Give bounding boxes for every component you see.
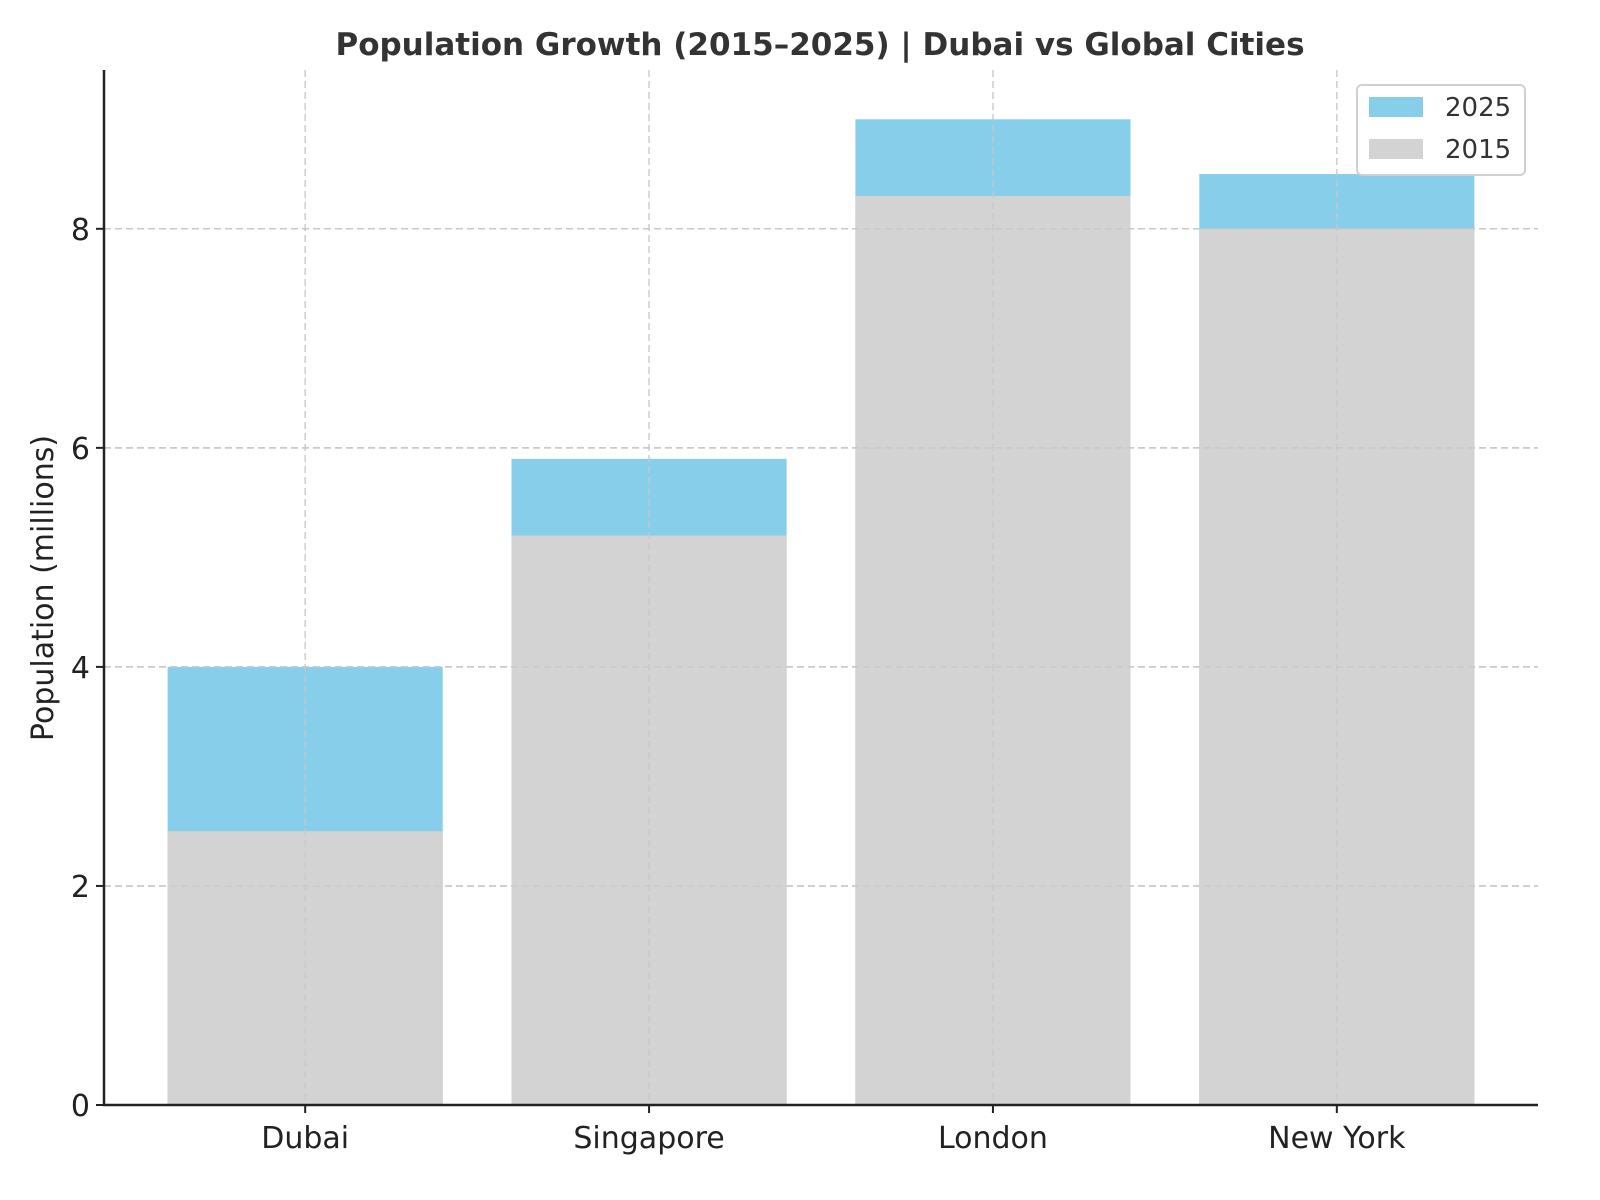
y-tick-label: 4 xyxy=(71,651,90,686)
legend-label-2025: 2025 xyxy=(1445,93,1511,123)
x-tick-label: Singapore xyxy=(573,1121,724,1156)
y-axis-label: Population (millions) xyxy=(26,435,61,741)
y-tick-label: 6 xyxy=(71,432,90,467)
legend: 2025 2015 xyxy=(1356,84,1526,176)
x-tick-label: London xyxy=(938,1121,1048,1156)
bar-2015-london xyxy=(855,195,1131,1105)
legend-label-2015: 2015 xyxy=(1445,135,1511,165)
x-tick-label: New York xyxy=(1268,1121,1406,1156)
y-tick-label: 8 xyxy=(71,213,90,248)
vertical-grid-layer xyxy=(104,70,1538,1105)
bars-layer xyxy=(167,119,1475,1106)
x-tick-label: Dubai xyxy=(261,1121,349,1156)
axes-layer xyxy=(102,70,1538,1107)
legend-swatch-2015 xyxy=(1369,139,1423,159)
legend-swatch-2025 xyxy=(1369,97,1423,117)
y-tick-label: 0 xyxy=(71,1089,90,1124)
y-tick-label: 2 xyxy=(71,870,90,905)
chart-title: Population Growth (2015–2025) | Dubai vs… xyxy=(335,27,1304,63)
ticks-layer: 0 2 4 6 8 Dubai Singapore London New York xyxy=(71,213,1406,1156)
